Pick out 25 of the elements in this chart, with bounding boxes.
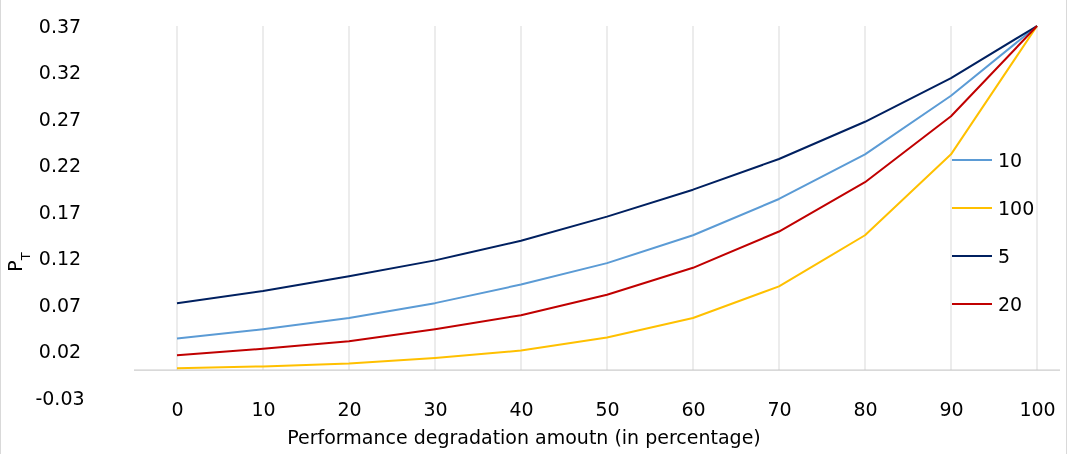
y-tick-label: 0.27 bbox=[38, 107, 82, 130]
x-tick-label: 70 bbox=[767, 397, 792, 420]
x-tick-label: 60 bbox=[681, 397, 706, 420]
y-tick-label: 0.22 bbox=[38, 154, 82, 177]
x-tick-label: 30 bbox=[423, 397, 448, 420]
x-tick-label: 100 bbox=[1019, 397, 1056, 420]
y-tick-label: 0.07 bbox=[38, 293, 82, 316]
x-tick-label: 0 bbox=[171, 397, 184, 420]
x-tick-label: 50 bbox=[595, 397, 620, 420]
legend-label: 5 bbox=[998, 245, 1011, 267]
y-tick-label: 0.12 bbox=[38, 247, 82, 270]
legend-label: 100 bbox=[998, 197, 1035, 219]
x-axis-title: Performance degradation amoutn (in percentage) bbox=[287, 426, 761, 448]
y-tick-label: 0.32 bbox=[38, 61, 82, 84]
y-tick-label: -0.03 bbox=[35, 386, 85, 409]
x-tick-label: 90 bbox=[939, 397, 964, 420]
x-tick-label: 10 bbox=[251, 397, 276, 420]
legend-label: 10 bbox=[998, 149, 1023, 171]
y-tick-label: 0.37 bbox=[38, 14, 82, 37]
x-tick-label: 20 bbox=[337, 397, 362, 420]
x-tick-label: 40 bbox=[509, 397, 534, 420]
x-tick-label: 80 bbox=[853, 397, 878, 420]
y-tick-label: 0.02 bbox=[38, 340, 82, 363]
y-tick-label: 0.17 bbox=[38, 200, 82, 223]
legend-label: 20 bbox=[998, 293, 1023, 315]
